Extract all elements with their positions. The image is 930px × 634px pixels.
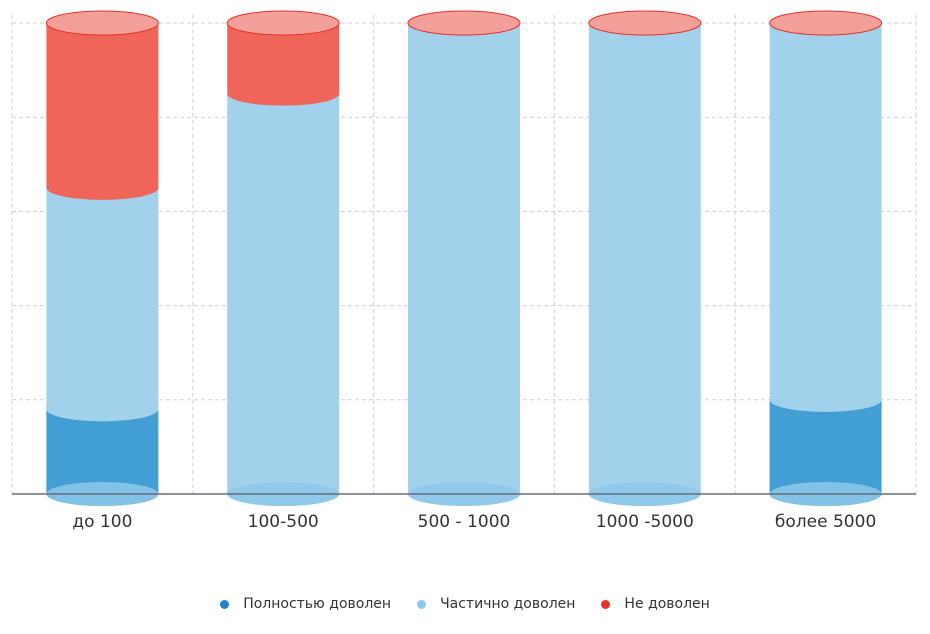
bar-segment[interactable] [227, 23, 340, 106]
bar-segment[interactable] [588, 23, 701, 506]
legend-label: Частично доволен [440, 596, 576, 612]
bar-top-cap [45, 10, 159, 36]
x-tick-label: 100-500 [248, 512, 319, 532]
legend-item-partially-satisfied[interactable]: Частично доволен [417, 596, 575, 612]
legend-label: Не доволен [624, 596, 710, 612]
x-tick-label: 1000 -5000 [596, 512, 694, 532]
legend: Полностью доволен Частично доволен Не до… [0, 596, 930, 612]
bar-segment[interactable] [46, 187, 159, 422]
x-tick-label: более 5000 [775, 512, 876, 532]
bar-top-cap [769, 10, 883, 36]
legend-label: Полностью доволен [243, 596, 392, 612]
legend-marker-icon [417, 599, 427, 609]
legend-item-not-satisfied[interactable]: Не доволен [601, 596, 710, 612]
bar-segment[interactable] [769, 399, 882, 506]
bar-top-cap [407, 10, 521, 36]
bar-segment[interactable] [46, 409, 159, 506]
legend-item-fully-satisfied[interactable]: Полностью доволен [220, 596, 391, 612]
bar-segment[interactable] [408, 23, 520, 506]
bar-top-cap [588, 10, 702, 36]
bar-top-cap [226, 10, 340, 36]
bar-segment[interactable] [46, 23, 159, 200]
legend-marker-icon [220, 599, 230, 609]
legend-marker-icon [601, 599, 611, 609]
bar-segment[interactable] [227, 93, 340, 507]
bar-segment[interactable] [769, 23, 882, 412]
x-tick-label: до 100 [72, 512, 132, 532]
x-tick-label: 500 - 1000 [418, 512, 511, 532]
